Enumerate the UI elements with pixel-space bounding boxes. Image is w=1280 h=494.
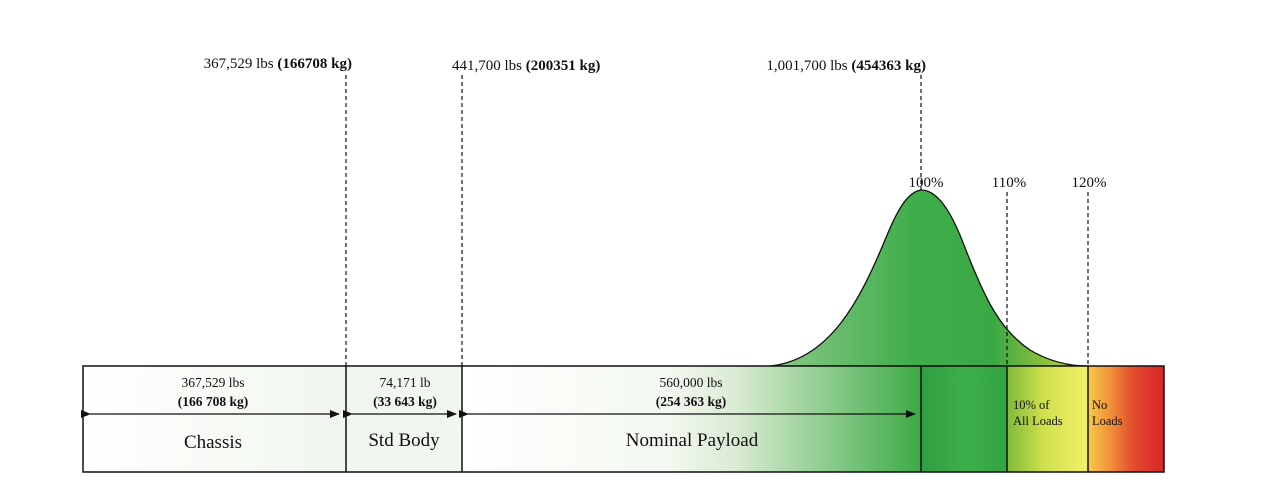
chassis-segment [83,366,346,472]
no-loads-label-line1: No [1092,398,1107,412]
marker-3-label: 1,001,700 lbs (454363 kg) [766,58,926,74]
percent-110-label: 110% [992,175,1026,191]
std-body-segment [346,366,462,472]
no-loads-label-line2: Loads [1092,414,1123,428]
percent-100-label: 100% [909,175,944,191]
chassis-kg: (166 708 kg) [178,394,249,409]
full-load-segment [921,366,1007,472]
marker-1-label: 367,529 lbs (166708 kg) [204,56,352,72]
marker-2-label: 441,700 lbs (200351 kg) [452,58,600,74]
payload-kg: (254 363 kg) [656,394,727,409]
payload-segment [462,366,921,472]
overload-10-label-line2: All Loads [1013,414,1063,428]
load-distribution-curve [769,189,1089,367]
std-body-lbs: 74,171 lb [379,375,430,390]
payload-lbs: 560,000 lbs [659,375,722,390]
percent-120-label: 120% [1072,175,1107,191]
overload-10-segment [1007,366,1088,472]
bar-outline [82,365,1165,473]
chassis-lbs: 367,529 lbs [181,375,244,390]
no-loads-segment [1088,366,1164,472]
std-body-kg: (33 643 kg) [373,394,437,409]
chassis-name: Chassis [184,432,242,453]
overload-10-label-line1: 10% of [1013,398,1050,412]
payload-name: Nominal Payload [626,430,759,451]
marker-lines [345,75,1089,366]
segment-dividers [345,366,1089,472]
std-body-name: Std Body [368,430,440,451]
